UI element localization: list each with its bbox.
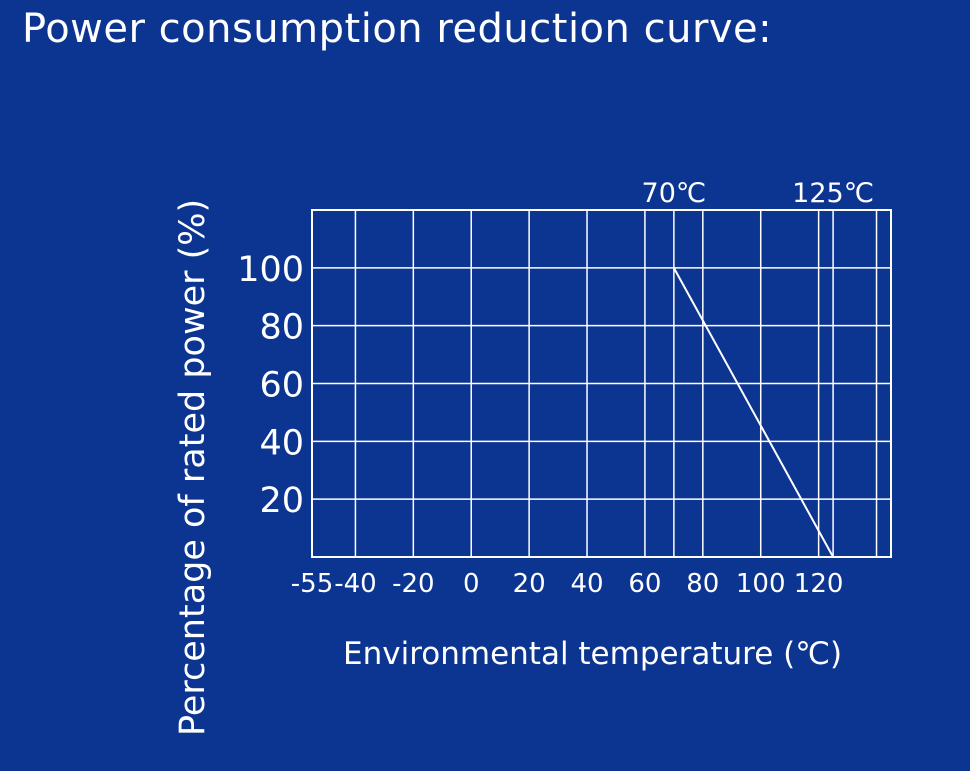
- y-tick-label: 20: [259, 481, 304, 521]
- y-tick-label: 40: [259, 423, 304, 463]
- x-axis-label: Environmental temperature (℃): [343, 636, 843, 672]
- x-tick-label: -20: [392, 569, 434, 599]
- x-tick-label: -40: [334, 569, 376, 599]
- derating-curve: [672, 267, 834, 558]
- reference-line-label: 125℃: [792, 178, 874, 209]
- y-tick-label: 60: [259, 366, 304, 406]
- x-tick-label: 60: [628, 569, 661, 599]
- y-tick-label: 100: [237, 250, 304, 290]
- y-tick-label: 80: [259, 308, 304, 348]
- x-tick-label: 20: [513, 569, 546, 599]
- x-tick-label: 80: [686, 569, 719, 599]
- chart-title: Power consumption reduction curve:: [22, 6, 773, 52]
- x-tick-label: 120: [794, 569, 844, 599]
- x-tick-label: 40: [570, 569, 603, 599]
- x-tick-label: -55: [291, 569, 333, 599]
- x-tick-label: 100: [736, 569, 786, 599]
- x-tick-label: 0: [463, 569, 480, 599]
- reference-line-label: 70℃: [642, 178, 707, 209]
